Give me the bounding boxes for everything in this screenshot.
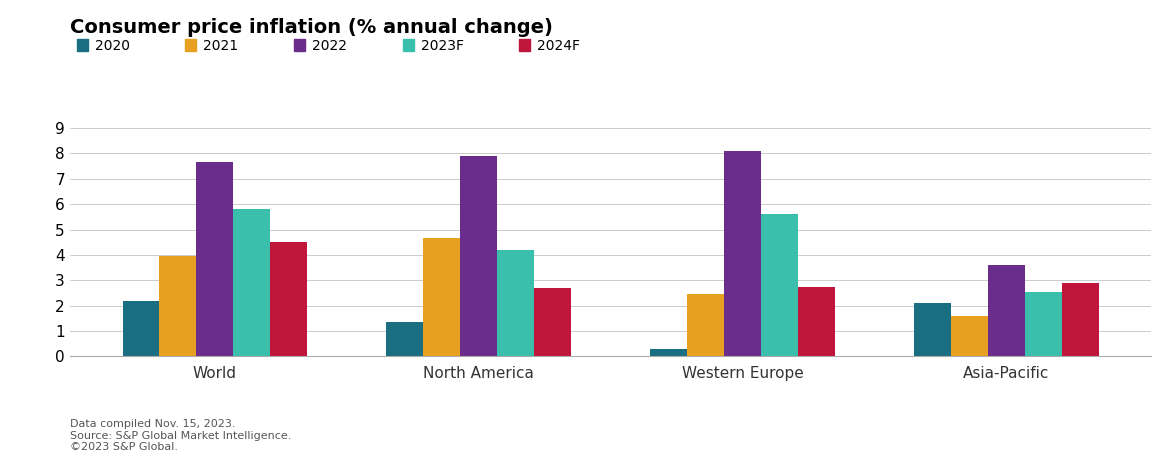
Bar — [534, 288, 571, 356]
Bar — [159, 256, 197, 356]
Bar — [650, 349, 687, 356]
Bar — [122, 301, 159, 356]
Bar — [234, 209, 270, 356]
Bar — [725, 151, 761, 356]
Bar — [914, 303, 951, 356]
Text: Consumer price inflation (% annual change): Consumer price inflation (% annual chang… — [70, 18, 552, 37]
Bar — [687, 294, 725, 356]
Bar — [951, 316, 987, 356]
Bar — [270, 242, 307, 356]
Bar — [197, 162, 234, 356]
Bar — [761, 214, 798, 356]
Legend: 2020, 2021, 2022, 2023F, 2024F: 2020, 2021, 2022, 2023F, 2024F — [77, 39, 580, 53]
Bar — [497, 250, 534, 356]
Bar — [798, 287, 835, 356]
Bar — [987, 265, 1025, 356]
Bar — [1062, 283, 1099, 356]
Bar — [423, 239, 461, 356]
Bar — [386, 322, 423, 356]
Text: Data compiled Nov. 15, 2023.
Source: S&P Global Market Intelligence.
©2023 S&P G: Data compiled Nov. 15, 2023. Source: S&P… — [70, 419, 291, 452]
Bar — [1025, 292, 1062, 356]
Bar — [461, 156, 497, 356]
